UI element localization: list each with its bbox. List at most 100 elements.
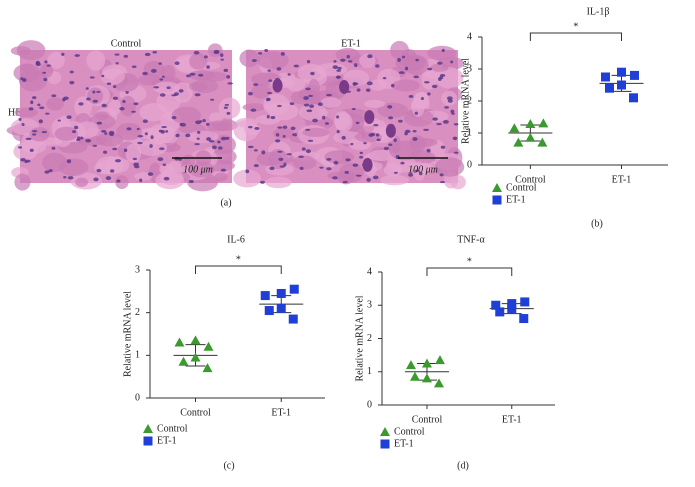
nucleus bbox=[264, 48, 269, 52]
histology-image bbox=[6, 40, 241, 192]
nucleus bbox=[275, 133, 280, 137]
nucleus bbox=[123, 54, 129, 58]
nucleus bbox=[305, 128, 311, 131]
nucleus bbox=[354, 63, 358, 68]
nucleus bbox=[144, 132, 148, 136]
y-tick-label: 2 bbox=[467, 95, 472, 106]
nucleus bbox=[196, 137, 200, 140]
nucleus bbox=[194, 143, 200, 146]
fiber bbox=[411, 97, 425, 117]
fiber bbox=[348, 114, 366, 124]
nucleus bbox=[76, 136, 81, 141]
nucleus bbox=[414, 111, 418, 115]
nucleus bbox=[66, 159, 72, 164]
fiber bbox=[233, 120, 259, 142]
nucleus bbox=[217, 146, 223, 150]
nucleus bbox=[278, 157, 284, 161]
nucleus bbox=[137, 134, 144, 138]
data-point bbox=[276, 288, 286, 298]
nucleus bbox=[317, 102, 323, 107]
fiber bbox=[211, 135, 236, 155]
fiber bbox=[75, 177, 88, 188]
nucleus bbox=[18, 117, 22, 121]
nucleus bbox=[254, 126, 260, 130]
fiber bbox=[188, 161, 215, 178]
chart-title: IL-6 bbox=[227, 234, 245, 245]
nucleus bbox=[96, 121, 103, 125]
y-axis-label: Relative mRNA level bbox=[122, 291, 133, 377]
fiber bbox=[189, 81, 208, 92]
nucleus bbox=[217, 140, 221, 144]
nucleus bbox=[223, 68, 229, 73]
nucleus bbox=[224, 103, 230, 106]
nucleus bbox=[268, 79, 273, 82]
fiber bbox=[392, 79, 420, 92]
data-point bbox=[178, 356, 189, 366]
legend-marker bbox=[380, 427, 390, 436]
chart-title: IL-1β bbox=[587, 6, 610, 17]
nucleus bbox=[432, 117, 438, 121]
legend-marker bbox=[143, 424, 153, 433]
fiber bbox=[320, 97, 342, 108]
nucleus bbox=[198, 73, 204, 77]
y-tick-label: 3 bbox=[135, 264, 140, 275]
nucleus bbox=[286, 153, 292, 156]
nucleus bbox=[180, 122, 186, 127]
fiber bbox=[86, 50, 106, 71]
nucleus bbox=[35, 60, 41, 65]
nucleus bbox=[46, 64, 51, 67]
nucleus bbox=[193, 51, 200, 55]
fiber bbox=[155, 171, 185, 190]
image-title: Control bbox=[111, 38, 142, 49]
nucleus bbox=[92, 144, 98, 147]
nucleus bbox=[220, 168, 227, 172]
nucleus bbox=[147, 172, 154, 176]
nucleus bbox=[351, 107, 356, 111]
nucleus bbox=[174, 61, 180, 65]
fiber bbox=[14, 173, 31, 191]
nucleus bbox=[67, 176, 74, 180]
nucleus bbox=[408, 95, 414, 98]
fiber bbox=[218, 97, 241, 119]
nucleus bbox=[266, 97, 271, 102]
nucleus bbox=[144, 52, 151, 57]
nucleus bbox=[161, 75, 165, 78]
fiber bbox=[421, 68, 437, 90]
nucleus bbox=[189, 72, 196, 76]
data-point bbox=[525, 119, 536, 129]
nucleus bbox=[332, 65, 339, 70]
nucleus bbox=[352, 163, 359, 167]
nucleus bbox=[440, 181, 445, 184]
nucleus bbox=[173, 92, 179, 96]
nucleus bbox=[442, 120, 449, 124]
data-point bbox=[495, 307, 505, 317]
nucleus bbox=[309, 104, 315, 109]
fiber bbox=[233, 169, 262, 188]
nucleus bbox=[57, 119, 61, 122]
nucleus bbox=[397, 58, 401, 62]
nucleus bbox=[282, 135, 286, 138]
y-tick-label: 0 bbox=[467, 159, 472, 170]
nucleus bbox=[373, 124, 379, 127]
scale-bar-label: 100 μm bbox=[183, 164, 213, 175]
nucleus bbox=[45, 112, 50, 115]
nucleus bbox=[224, 136, 230, 140]
significance-label: * bbox=[467, 256, 472, 267]
nucleus bbox=[376, 138, 381, 142]
nucleus bbox=[17, 146, 23, 149]
nucleus bbox=[355, 174, 362, 177]
panel-label: (b) bbox=[591, 218, 603, 229]
nucleus bbox=[393, 171, 398, 174]
nucleus bbox=[72, 130, 77, 134]
nucleus bbox=[206, 122, 210, 126]
nucleus bbox=[305, 149, 312, 154]
nucleus bbox=[150, 135, 154, 140]
fiber bbox=[138, 74, 162, 86]
nucleus bbox=[248, 91, 253, 96]
nucleus bbox=[359, 151, 363, 155]
nucleus bbox=[253, 83, 259, 87]
nucleus bbox=[51, 94, 57, 98]
x-tick-label: Control bbox=[412, 414, 443, 425]
fiber bbox=[108, 99, 122, 116]
nucleus bbox=[166, 86, 171, 90]
